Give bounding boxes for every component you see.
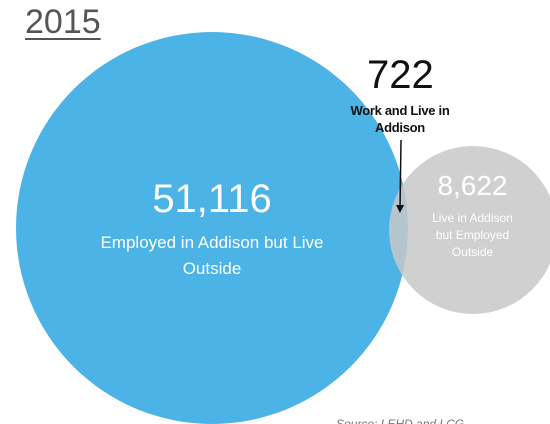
employed-outside-value: 51,116 [152,177,272,221]
live-employed-outside-circle [389,146,550,314]
overlap-pointer-arrow [396,139,405,213]
overlap-value: 722 [367,53,434,97]
overlap-label: Work and Live in Addison [350,103,450,135]
live-employed-outside-label: Live in Addison but Employed Outside [432,211,513,259]
live-employed-outside-value: 8,622 [437,170,508,201]
employed-outside-label: Employed in Addison but Live Outside [100,233,324,278]
employed-outside-circle [16,32,408,424]
diagram-title: 2015 [25,3,101,41]
source-note: Source: LEHD and LCG [336,417,465,424]
